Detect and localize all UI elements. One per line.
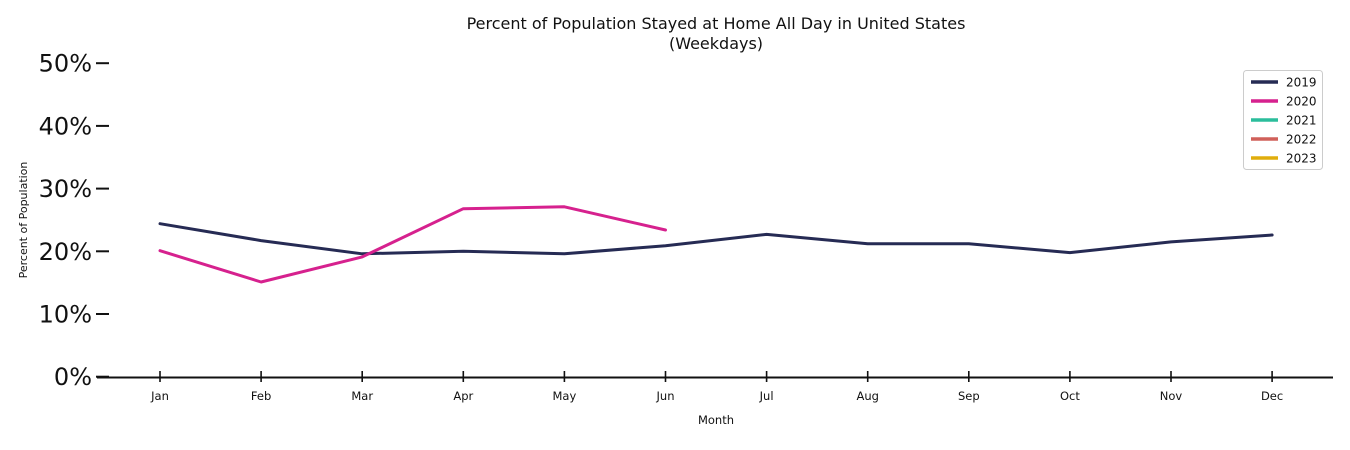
y-tick-label: 50% bbox=[39, 50, 92, 78]
x-tick-label: Jun bbox=[656, 389, 675, 403]
x-tick-label: Sep bbox=[958, 389, 980, 403]
x-axis: Jan Feb Mar Apr May Jun Jul Aug Sep Oct Nov Dec bbox=[97, 371, 1333, 403]
x-tick-label: Mar bbox=[351, 389, 373, 403]
x-tick-label: May bbox=[553, 389, 577, 403]
y-axis-label: Percent of Population bbox=[17, 162, 30, 279]
series-lines bbox=[158, 205, 1274, 284]
legend-box bbox=[1243, 70, 1323, 170]
x-tick-label: Apr bbox=[453, 389, 473, 403]
x-axis-label: Month bbox=[698, 413, 734, 427]
y-tick-label: 20% bbox=[39, 238, 92, 266]
y-tick-label: 10% bbox=[39, 301, 92, 329]
chart-title-line2: (Weekdays) bbox=[669, 34, 763, 53]
x-tick-label: Dec bbox=[1261, 389, 1283, 403]
y-tick-label: 40% bbox=[39, 112, 92, 140]
legend-label-2022: 2022 bbox=[1286, 133, 1317, 147]
x-tick-label: Jan bbox=[150, 389, 169, 403]
y-axis-ticks: 0% 10% 20% 30% 40% 50% bbox=[39, 50, 109, 391]
legend-label-2020: 2020 bbox=[1286, 95, 1317, 109]
series-line-2019 bbox=[158, 222, 1274, 256]
chart-title-line1: Percent of Population Stayed at Home All… bbox=[467, 14, 966, 33]
legend-label-2021: 2021 bbox=[1286, 114, 1317, 128]
x-tick-label: Nov bbox=[1160, 389, 1183, 403]
legend: 2019 2020 2021 2022 2023 bbox=[1243, 70, 1323, 170]
x-tick-label: Aug bbox=[856, 389, 878, 403]
x-tick-label: Oct bbox=[1060, 389, 1080, 403]
series-line-2020 bbox=[158, 205, 667, 284]
y-tick-label: 0% bbox=[54, 363, 92, 391]
legend-label-2023: 2023 bbox=[1286, 152, 1317, 166]
x-tick-label: Feb bbox=[251, 389, 271, 403]
x-tick-label: Jul bbox=[759, 389, 774, 403]
legend-label-2019: 2019 bbox=[1286, 76, 1317, 90]
y-tick-label: 30% bbox=[39, 175, 92, 203]
